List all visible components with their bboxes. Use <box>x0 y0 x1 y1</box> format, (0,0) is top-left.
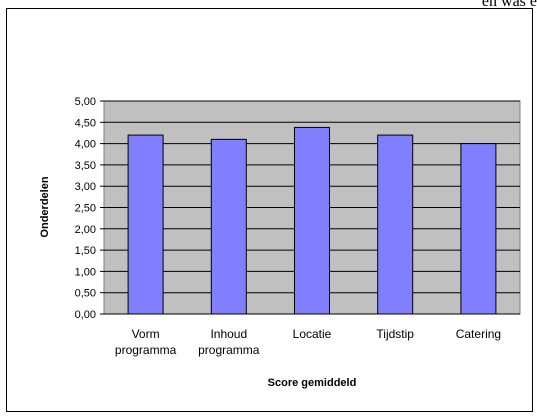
y-tick-label: 3,00 <box>75 181 96 193</box>
x-tick-label: Inhoud programma <box>198 327 260 357</box>
x-axis-title: Score gemiddeld <box>268 377 357 389</box>
x-tick-label: Catering <box>456 327 501 341</box>
y-tick-label: 3,50 <box>75 160 96 172</box>
y-tick-label: 0,00 <box>75 309 96 321</box>
x-tick-label: Tijdstip <box>376 327 414 341</box>
bar <box>294 126 330 315</box>
y-tick-label: 1,50 <box>75 245 96 257</box>
y-tick-label: 2,00 <box>75 224 96 236</box>
bar <box>460 143 497 315</box>
y-tick-label: 2,50 <box>75 203 96 215</box>
y-tick-label: 5,00 <box>75 96 96 108</box>
bar <box>210 138 247 315</box>
x-tick-label-line: programma <box>198 343 260 357</box>
page-text: en was e <box>482 0 537 10</box>
bar <box>377 134 414 315</box>
x-tick-label: Vorm programma <box>115 327 177 357</box>
y-axis-title: Onderdelen <box>39 176 51 237</box>
x-tick-label-line: Vorm <box>132 327 160 341</box>
bar <box>127 134 164 315</box>
y-tick-label: 0,50 <box>75 288 96 300</box>
y-tick-label: 4,50 <box>75 117 96 129</box>
x-tick-label-line: programma <box>115 343 177 357</box>
x-tick-label-line: Inhoud <box>210 327 247 341</box>
y-tick-label: 1,00 <box>75 266 96 278</box>
y-tick-label: 4,00 <box>75 139 96 151</box>
x-tick-label: Locatie <box>293 327 332 341</box>
